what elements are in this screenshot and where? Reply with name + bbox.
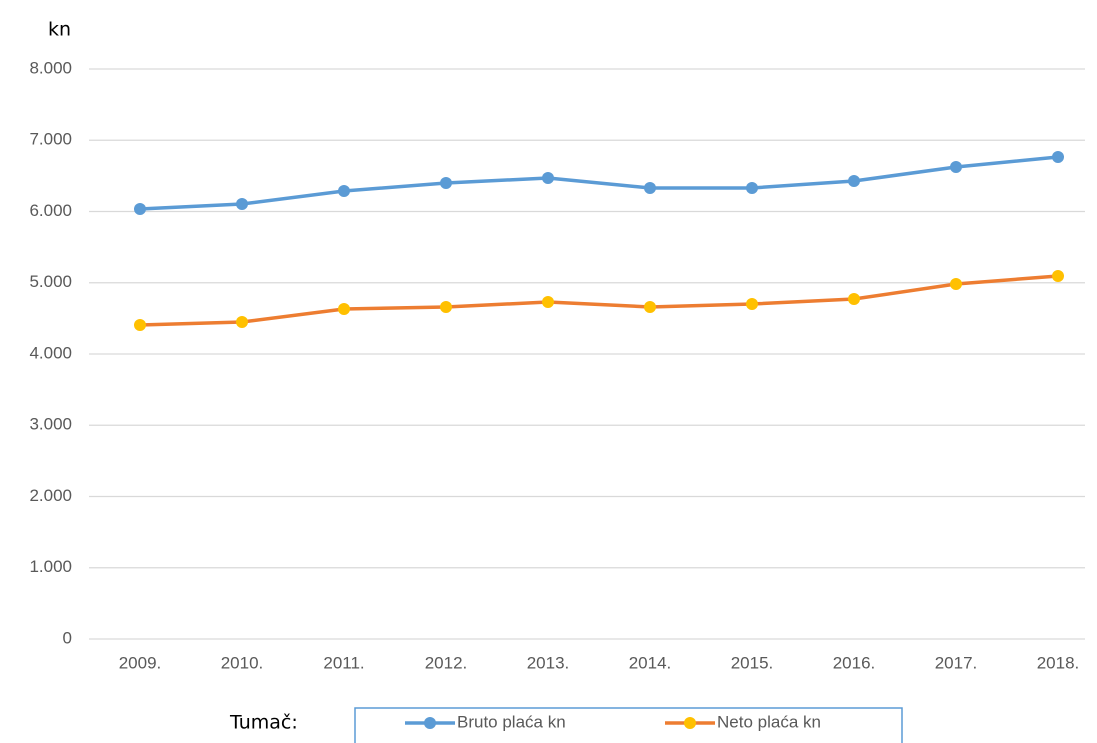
x-tick-label: 2015. [731, 653, 774, 672]
legend-label: Neto plaća kn [717, 712, 821, 731]
point [542, 295, 554, 308]
point [338, 184, 350, 197]
legend-box [354, 707, 903, 743]
point [950, 160, 962, 173]
point [236, 316, 248, 329]
y-tick-label: 5.000 [29, 272, 72, 291]
legend-label: Bruto plaća kn [457, 712, 566, 731]
y-tick-label: 6.000 [29, 201, 72, 220]
point [950, 278, 962, 291]
point [542, 172, 554, 185]
y-tick-label: 1.000 [29, 557, 72, 576]
y-tick-label: 8.000 [29, 58, 72, 77]
x-tick-label: 2011. [323, 653, 364, 672]
point [848, 175, 860, 188]
y-tick-label: 0 [63, 628, 72, 647]
x-tick-label: 2017. [935, 653, 978, 672]
point [644, 300, 656, 313]
series-line [139, 155, 1059, 211]
point [1052, 269, 1064, 282]
x-tick-label: 2016. [833, 653, 876, 672]
series-line [139, 274, 1059, 327]
y-tick-label: 4.000 [29, 343, 72, 362]
point [440, 300, 452, 313]
point [338, 302, 350, 315]
x-tick-label: 2010. [221, 653, 264, 672]
point [1052, 150, 1064, 163]
point [848, 292, 860, 305]
x-tick-label: 2012. [425, 653, 468, 672]
x-tick-label: 2014. [629, 653, 672, 672]
point [746, 181, 758, 194]
x-tick-label: 2009. [119, 653, 162, 672]
y-tick-label: 3.000 [29, 415, 72, 434]
legend-title: Tumač: [229, 712, 298, 734]
point [440, 177, 452, 189]
point [134, 203, 146, 216]
point [236, 198, 248, 211]
y-axis-label: kn [48, 19, 71, 41]
point [644, 181, 656, 194]
x-tick-label: 2018. [1037, 653, 1080, 672]
y-tick-label: 7.000 [29, 130, 72, 149]
point [134, 319, 146, 332]
y-tick-label: 2.000 [29, 486, 72, 505]
legend-marker [684, 717, 696, 729]
legend-marker [424, 717, 436, 729]
x-tick-label: 2013. [527, 653, 570, 672]
point [746, 297, 758, 310]
